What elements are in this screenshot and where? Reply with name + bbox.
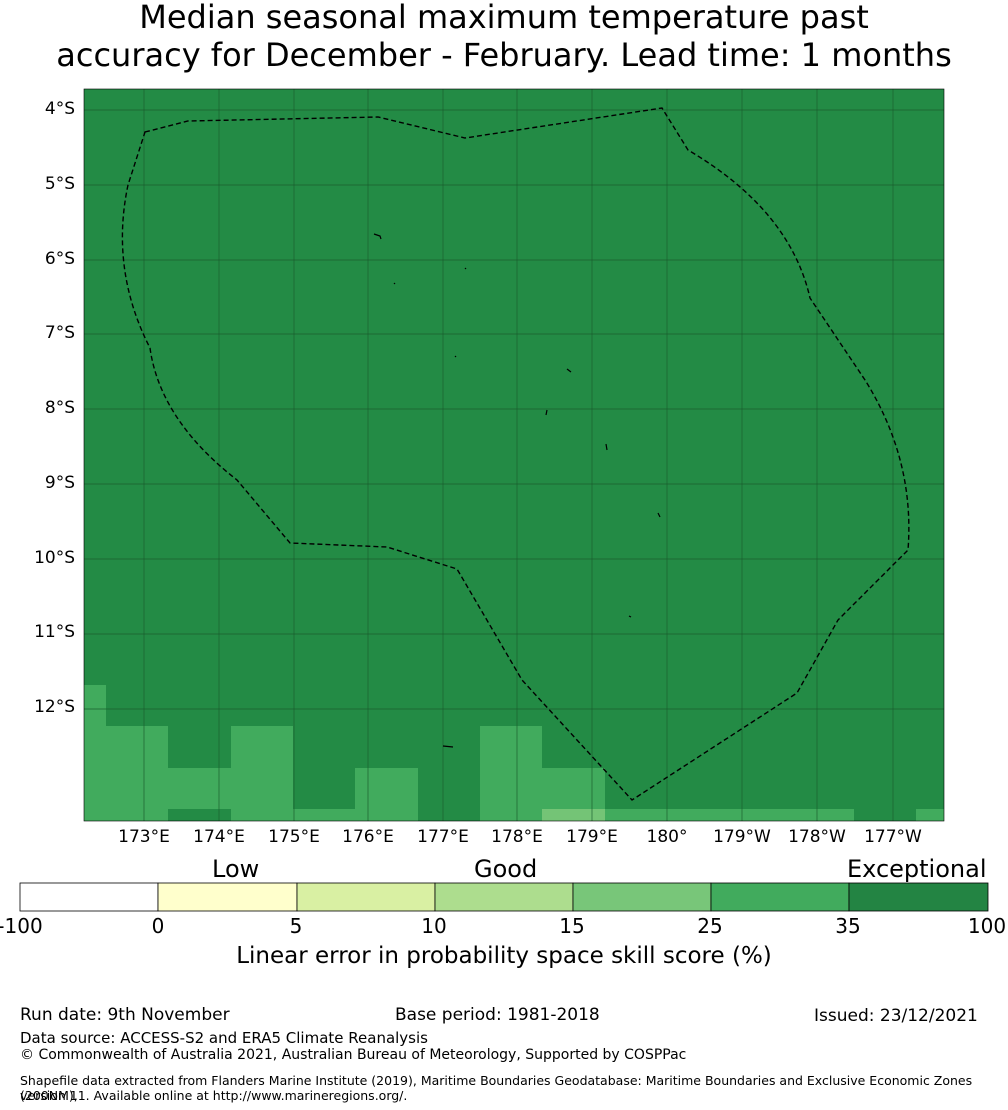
lon-label: 174°E bbox=[193, 827, 245, 847]
data-source: Data source: ACCESS-S2 and ERA5 Climate … bbox=[20, 1029, 428, 1047]
map-cell bbox=[84, 685, 106, 821]
island-outline bbox=[566, 368, 572, 373]
map-cell bbox=[542, 768, 605, 809]
colorbar-segment bbox=[710, 882, 850, 912]
lon-label: 176°E bbox=[342, 827, 394, 847]
lat-label: 5°S bbox=[44, 174, 75, 194]
base-period: Base period: 1981-2018 bbox=[395, 1005, 600, 1025]
colorbar-segment bbox=[157, 882, 298, 912]
lon-label: 178°W bbox=[788, 827, 846, 847]
island-outline bbox=[442, 745, 454, 748]
colorbar-tick: 0 bbox=[151, 914, 165, 938]
map-cell bbox=[231, 726, 293, 821]
colorbar-tick: 35 bbox=[835, 914, 861, 938]
map-cell bbox=[542, 809, 605, 821]
colorbar-segment bbox=[434, 882, 574, 912]
lat-label: 10°S bbox=[34, 548, 75, 568]
lon-label: 180° bbox=[646, 827, 688, 847]
map-background bbox=[84, 89, 944, 821]
chart-title-line2: accuracy for December - February. Lead t… bbox=[56, 36, 952, 74]
colorbar-segment bbox=[296, 882, 436, 912]
colorbar-tick: 25 bbox=[697, 914, 723, 938]
run-date: Run date: 9th November bbox=[20, 1005, 230, 1025]
copyright: © Commonwealth of Australia 2021, Austra… bbox=[20, 1047, 687, 1063]
colorbar-label: Linear error in probability space skill … bbox=[236, 943, 772, 969]
lat-label: 6°S bbox=[44, 249, 75, 269]
colorbar-segment bbox=[572, 882, 712, 912]
island-outline bbox=[454, 355, 457, 358]
colorbar-segment bbox=[848, 882, 989, 912]
map-cell bbox=[293, 809, 355, 821]
lat-label: 7°S bbox=[44, 323, 75, 343]
shapefile-credit-line1: Shapefile data extracted from Flanders M… bbox=[20, 1073, 973, 1103]
legend-category-good: Good bbox=[474, 855, 538, 883]
colorbar-segment bbox=[19, 882, 159, 912]
island-outline bbox=[373, 233, 382, 240]
map-cell bbox=[480, 726, 542, 821]
map-cell bbox=[168, 768, 231, 809]
map-cell bbox=[106, 726, 168, 821]
issued-date: Issued: 23/12/2021 bbox=[814, 1006, 978, 1026]
lon-label: 179°W bbox=[713, 827, 771, 847]
island-outlines bbox=[373, 233, 661, 748]
lat-label: 11°S bbox=[34, 622, 75, 642]
lat-label: 4°S bbox=[44, 99, 75, 119]
lon-label: 173°E bbox=[118, 827, 170, 847]
lon-label: 179°E bbox=[566, 827, 618, 847]
legend-category-low: Low bbox=[212, 855, 260, 883]
map-cell bbox=[916, 809, 944, 821]
island-outline bbox=[393, 282, 396, 285]
lon-label: 177°E bbox=[417, 827, 469, 847]
island-outline bbox=[628, 615, 632, 618]
chart-title-line1: Median seasonal maximum temperature past bbox=[139, 0, 869, 36]
legend-category-exceptional: Exceptional bbox=[847, 855, 987, 883]
colorbar-tick: 10 bbox=[421, 914, 447, 938]
island-outline bbox=[657, 512, 661, 518]
lat-label: 12°S bbox=[34, 697, 75, 717]
island-outline bbox=[545, 409, 548, 416]
island-outline bbox=[605, 443, 608, 451]
colorbar-tick: 15 bbox=[559, 914, 585, 938]
lon-label: 177°W bbox=[864, 827, 922, 847]
colorbar-tick: 5 bbox=[289, 914, 303, 938]
lon-label: 178°E bbox=[491, 827, 543, 847]
colorbar bbox=[19, 882, 989, 912]
colorbar-tick: 100 bbox=[967, 914, 1007, 938]
lat-label: 8°S bbox=[44, 398, 75, 418]
map-cell bbox=[355, 768, 418, 821]
island-outline bbox=[464, 267, 467, 270]
map-frame bbox=[83, 88, 945, 822]
lon-label: 175°E bbox=[268, 827, 320, 847]
eez-boundary bbox=[121, 107, 910, 801]
colorbar-tick: -100 bbox=[0, 914, 43, 938]
lat-label: 9°S bbox=[44, 473, 75, 493]
shapefile-credit-line2: version 11. Available online at http://w… bbox=[20, 1088, 408, 1103]
